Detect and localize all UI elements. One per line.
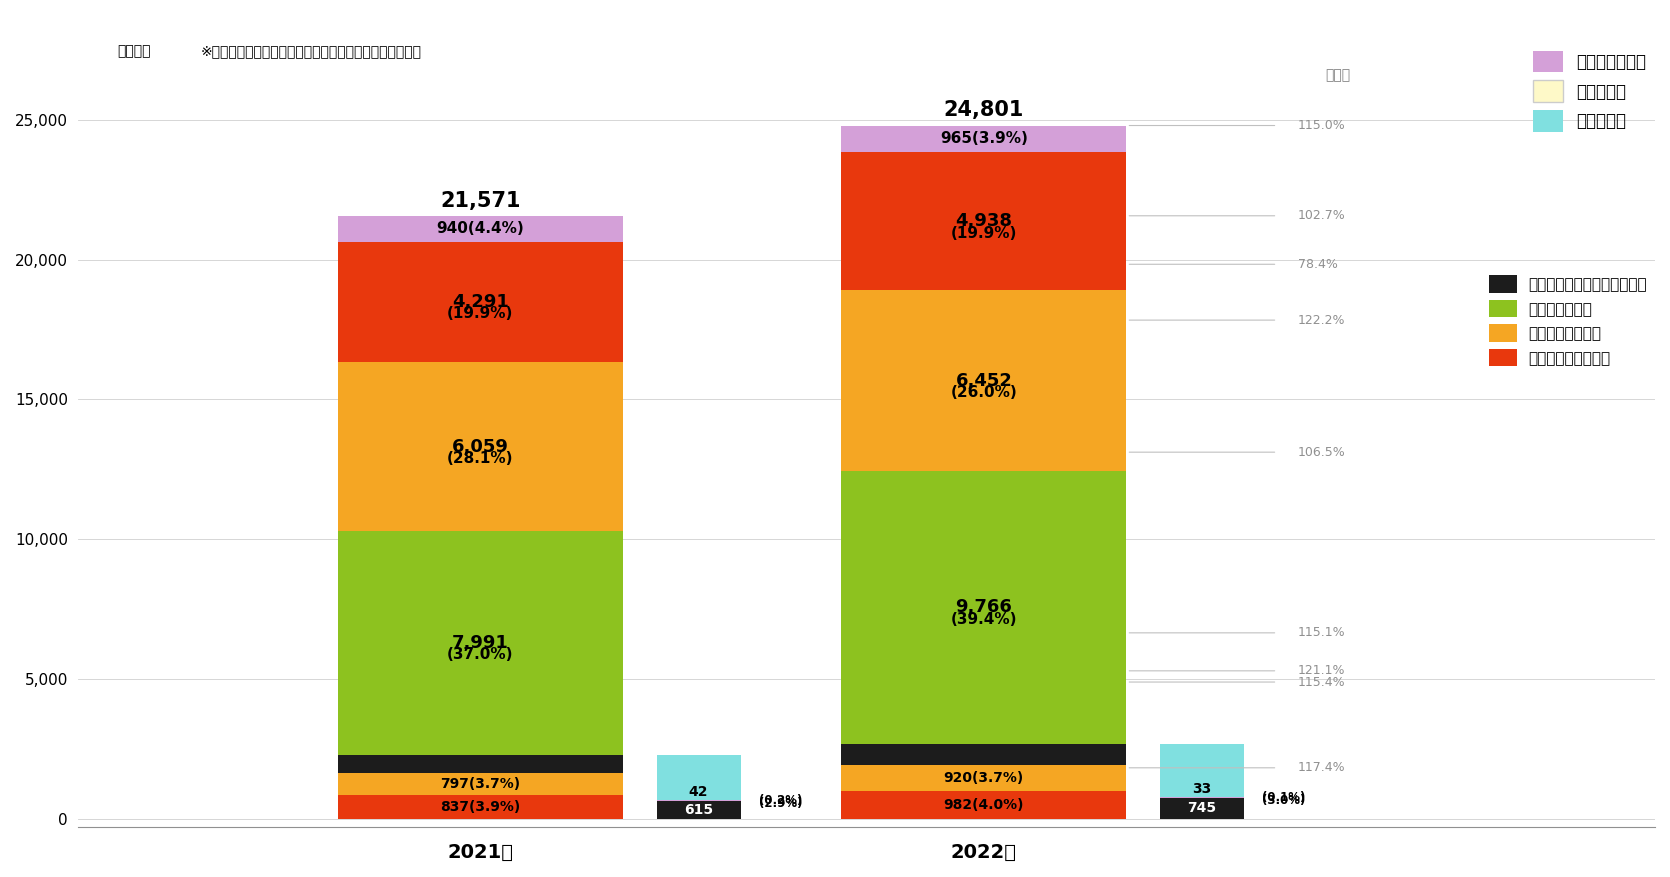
Text: 117.4%: 117.4% [1298,761,1346,774]
Text: 115.4%: 115.4% [1298,675,1346,688]
Text: (26.0%): (26.0%) [950,385,1017,400]
Text: 965(3.9%): 965(3.9%) [940,132,1027,146]
Text: 33: 33 [1192,782,1211,796]
Text: 9,766: 9,766 [955,598,1012,617]
Text: 42: 42 [688,786,708,800]
Bar [337,362,623,531]
Text: 122.2%: 122.2% [1298,314,1344,326]
Bar [337,242,623,754]
Text: 940(4.4%): 940(4.4%) [436,221,524,237]
Text: 115.1%: 115.1% [1298,626,1346,639]
Bar [656,754,740,818]
Text: 982(4.0%): 982(4.0%) [944,798,1024,812]
Bar [337,531,623,754]
Text: 102.7%: 102.7% [1298,210,1346,222]
Text: (19.9%): (19.9%) [950,225,1017,240]
Bar [1161,744,1244,818]
Bar [842,766,1127,791]
Text: (39.4%): (39.4%) [950,611,1017,626]
Text: 920(3.7%): 920(3.7%) [944,772,1024,785]
Bar [337,242,623,362]
Text: 24,801: 24,801 [944,101,1024,120]
Text: ※（　）内は、インターネット広告媒体費に占める構成比: ※（ ）内は、インターネット広告媒体費に占める構成比 [200,44,421,58]
Text: (0.2%): (0.2%) [758,795,802,808]
Text: 78.4%: 78.4% [1298,258,1338,271]
Text: 4,291: 4,291 [453,293,509,311]
Text: 6,059: 6,059 [453,438,509,456]
Text: 4,938: 4,938 [955,212,1012,231]
Text: 121.1%: 121.1% [1298,665,1344,677]
Text: 115.0%: 115.0% [1298,119,1346,132]
Bar [842,125,1127,153]
Legend: その他のインターネット広告, 検索連動型広告, ディスプレイ広告, ビデオ（動画）広告: その他のインターネット広告, 検索連動型広告, ディスプレイ広告, ビデオ（動画… [1490,275,1647,367]
Bar [842,471,1127,744]
Bar [337,773,623,795]
Bar [842,153,1127,290]
Text: (37.0%): (37.0%) [448,647,514,662]
Bar [1161,797,1244,798]
Text: (19.9%): (19.9%) [448,306,514,321]
Bar [842,744,1127,818]
Text: 837(3.9%): 837(3.9%) [441,800,521,814]
Bar [842,791,1127,818]
Text: 797(3.7%): 797(3.7%) [441,777,521,791]
Text: 6,452: 6,452 [955,372,1012,389]
Text: 106.5%: 106.5% [1298,446,1346,459]
Text: 21,571: 21,571 [441,191,521,210]
Bar [842,290,1127,471]
Bar [337,216,623,242]
Text: (28.1%): (28.1%) [448,451,514,466]
Bar [842,744,1127,766]
Text: (2.9%): (2.9%) [758,797,803,810]
Text: 7,991: 7,991 [453,634,509,652]
Bar [656,801,740,802]
Text: （億円）: （億円） [117,44,150,58]
Text: (3.0%): (3.0%) [1263,794,1306,807]
Bar [842,153,1127,744]
Bar [337,795,623,818]
Text: 615: 615 [685,803,713,817]
Bar [337,754,623,773]
Bar [337,754,623,818]
Bar [1161,798,1244,818]
Bar [656,802,740,818]
Text: (0.1%): (0.1%) [1263,791,1306,804]
Text: 745: 745 [1187,802,1216,816]
Text: 前年比: 前年比 [1326,68,1351,82]
